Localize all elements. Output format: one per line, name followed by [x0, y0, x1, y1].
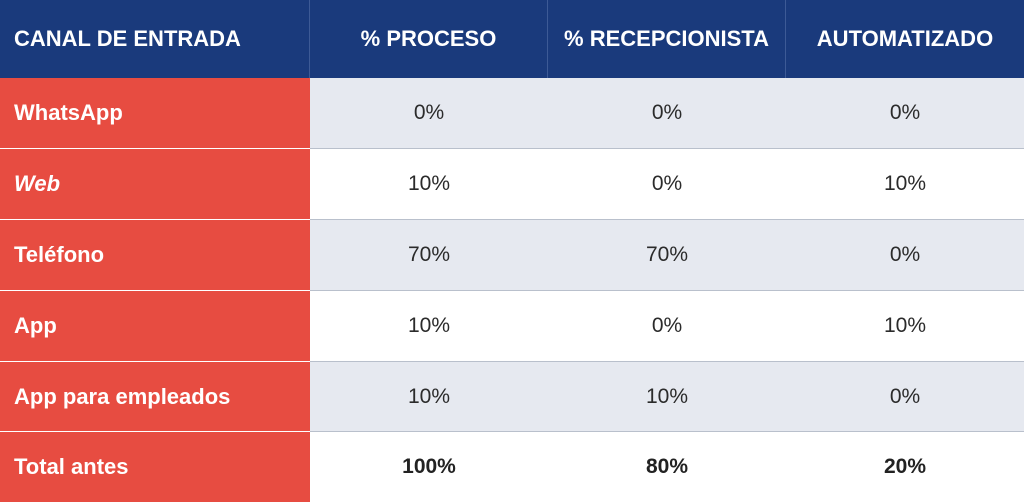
- cell-telefono-proceso: 70%: [310, 220, 548, 291]
- cell-telefono-recepcionista: 70%: [548, 220, 786, 291]
- cell-app-automatizado: 10%: [786, 291, 1024, 362]
- cell-total-recepcionista: 80%: [548, 432, 786, 502]
- row-label-app-para-empleados: App para empleados: [0, 362, 310, 432]
- cell-web-proceso: 10%: [310, 149, 548, 220]
- row-label-app: App: [0, 291, 310, 362]
- cell-app-recepcionista: 0%: [548, 291, 786, 362]
- cell-app-empleados-recepcionista: 10%: [548, 362, 786, 432]
- header-automatizado: AUTOMATIZADO: [786, 0, 1024, 78]
- row-label-web: Web: [0, 149, 310, 220]
- row-label-whatsapp: WhatsApp: [0, 78, 310, 149]
- cell-app-proceso: 10%: [310, 291, 548, 362]
- header-proceso: % PROCESO: [310, 0, 548, 78]
- cell-whatsapp-recepcionista: 0%: [548, 78, 786, 149]
- cell-web-recepcionista: 0%: [548, 149, 786, 220]
- cell-app-empleados-proceso: 10%: [310, 362, 548, 432]
- cell-whatsapp-proceso: 0%: [310, 78, 548, 149]
- cell-app-empleados-automatizado: 0%: [786, 362, 1024, 432]
- cell-whatsapp-automatizado: 0%: [786, 78, 1024, 149]
- cell-telefono-automatizado: 0%: [786, 220, 1024, 291]
- cell-web-automatizado: 10%: [786, 149, 1024, 220]
- cell-total-proceso: 100%: [310, 432, 548, 502]
- header-canal-de-entrada: CANAL DE ENTRADA: [0, 0, 310, 78]
- header-recepcionista: % RECEPCIONISTA: [548, 0, 786, 78]
- row-label-total-antes: Total antes: [0, 432, 310, 502]
- row-label-telefono: Teléfono: [0, 220, 310, 291]
- cell-total-automatizado: 20%: [786, 432, 1024, 502]
